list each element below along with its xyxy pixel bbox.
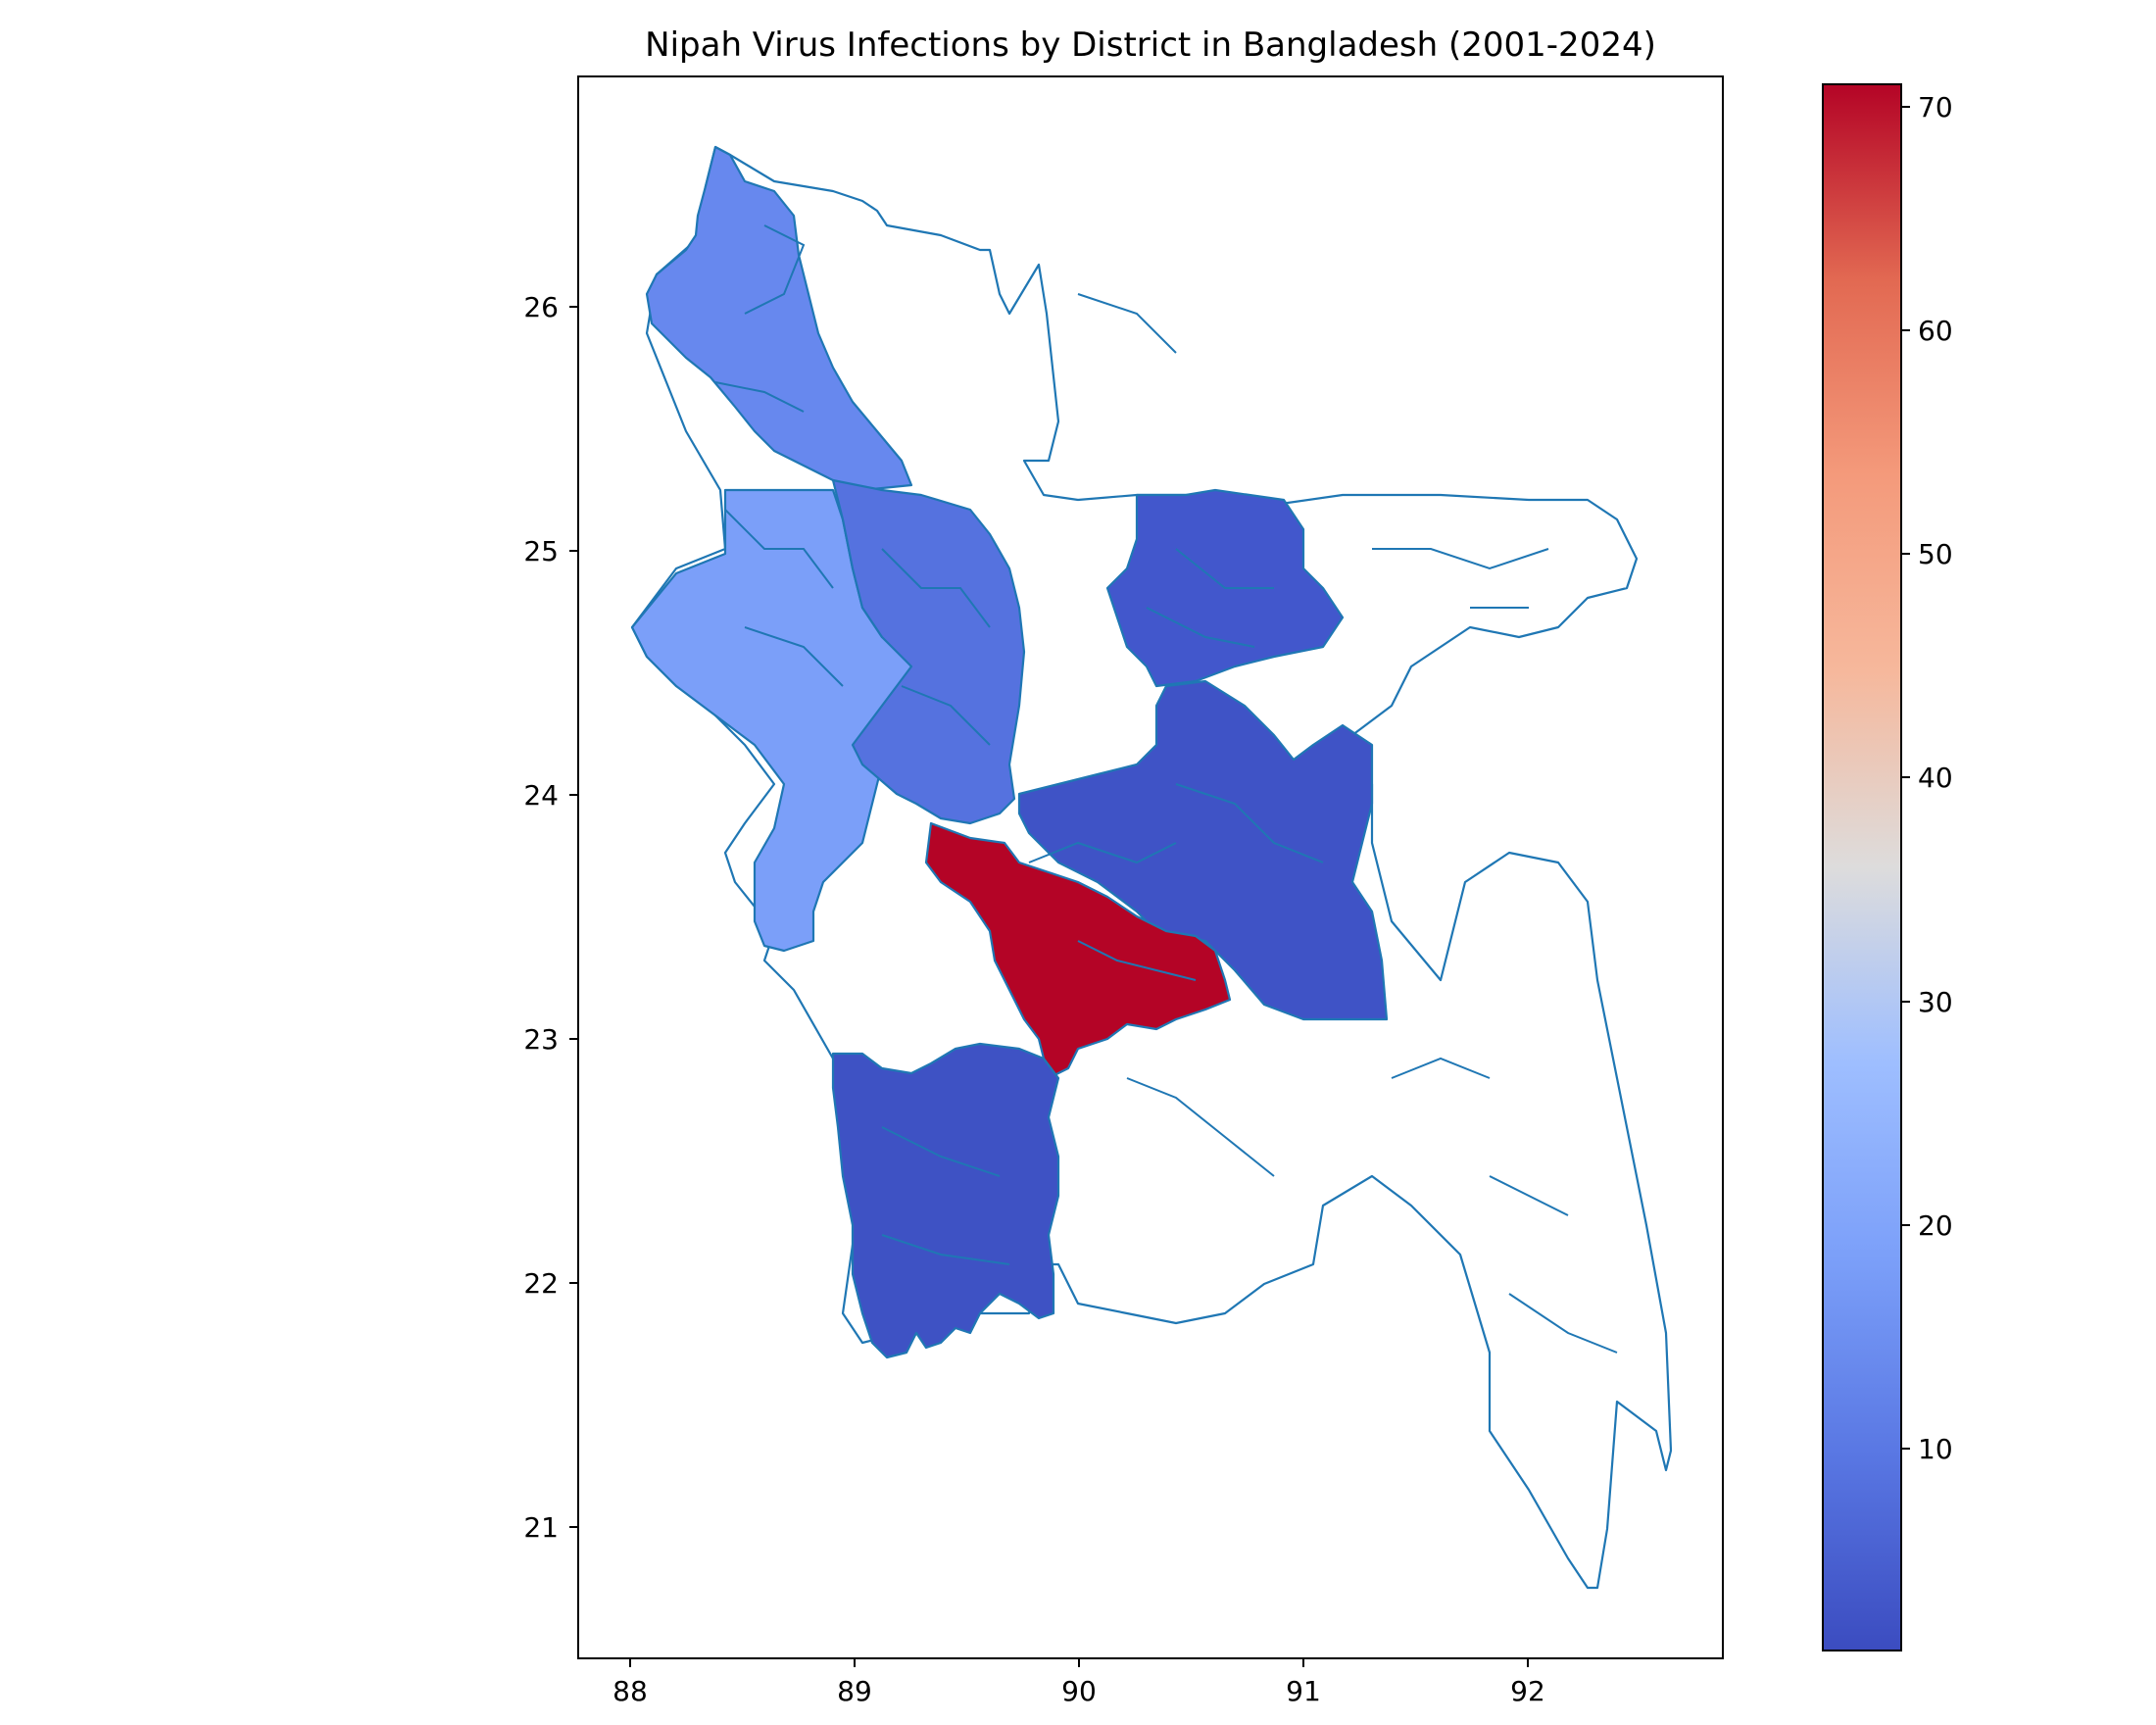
region-north-central-west (831, 478, 1026, 825)
colorbar-gradient (1822, 83, 1902, 1651)
region-far-north-west (645, 145, 913, 492)
x-tick-label-90: 90 (1061, 1675, 1097, 1707)
colorbar-label-30: 30 (1918, 986, 1953, 1018)
x-tick-label-92: 92 (1510, 1675, 1545, 1707)
x-axis: 88 89 90 91 92 (612, 1658, 1545, 1707)
chart-title: Nipah Virus Infections by District in Ba… (645, 25, 1656, 65)
region-central-west-hot (924, 821, 1232, 1080)
region-central (1017, 679, 1389, 1021)
colorbar-label-10: 10 (1918, 1433, 1953, 1465)
colorbar: 10 20 30 40 50 60 70 (1822, 83, 1953, 1651)
x-tick-label-89: 89 (837, 1675, 872, 1707)
subdivision-lines (714, 224, 1618, 1354)
map-plot-area (630, 145, 1673, 1590)
colorbar-label-50: 50 (1918, 538, 1953, 570)
y-tick-label-23: 23 (523, 1023, 559, 1056)
y-tick-label-25: 25 (523, 535, 559, 567)
map-axes-frame (577, 75, 1724, 1659)
colorbar-label-70: 70 (1918, 91, 1953, 123)
x-tick-label-88: 88 (612, 1675, 648, 1707)
y-tick-label-21: 21 (523, 1511, 559, 1544)
y-axis: 21 22 23 24 25 26 (523, 291, 578, 1544)
colorbar-label-40: 40 (1918, 762, 1953, 794)
colorbar-label-20: 20 (1918, 1209, 1953, 1242)
y-tick-label-26: 26 (523, 291, 559, 323)
colorbar-label-60: 60 (1918, 315, 1953, 347)
y-tick-label-22: 22 (523, 1267, 559, 1300)
x-tick-label-91: 91 (1286, 1675, 1321, 1707)
y-tick-label-24: 24 (523, 779, 559, 812)
region-south-west (831, 1042, 1060, 1359)
